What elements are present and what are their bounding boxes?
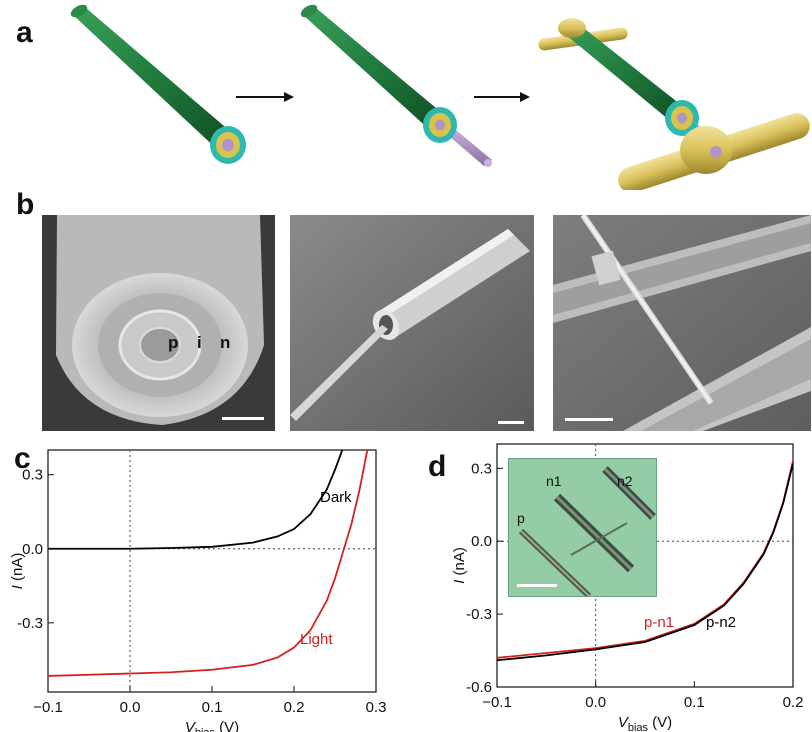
panel-label-c: c (14, 442, 31, 475)
chart-c: −0.1 0.0 0.1 0.2 0.3 -0.3 0.0 0.3 Vbias (V) I (nA… (9, 449, 387, 732)
plot-frame (496, 443, 794, 688)
sem-image-etched-wire (290, 215, 534, 431)
series-label-Light: Light (300, 631, 333, 648)
y-tick-label: -0.6 (466, 679, 492, 696)
nanowire-contacted-step3 (538, 18, 810, 190)
x-tick-label: −0.1 (33, 699, 63, 716)
x-tick-label: 0.2 (783, 694, 804, 711)
x-tick-label: 0.2 (284, 699, 305, 716)
series-line-Dark (48, 450, 344, 550)
series-label-p-n1: p-n1 (644, 614, 674, 631)
scale-bar-3 (565, 418, 613, 421)
y-tick-label: 0.3 (471, 460, 492, 477)
inset-scale-bar (517, 584, 557, 587)
x-tick-label: −0.1 (482, 694, 512, 711)
sem-letter-p: p (168, 333, 179, 352)
plot-frame (47, 449, 377, 693)
series-line-Light (48, 450, 369, 677)
nanowire-etched-step2 (300, 4, 492, 167)
x-tick-label: 0.3 (366, 699, 387, 716)
x-axis-label: Vbias (V) (618, 714, 672, 732)
series-label-p-n2: p-n2 (706, 614, 736, 631)
series-line-p-n2 (497, 463, 793, 662)
y-axis-label: I (nA) (9, 553, 26, 590)
sem-letter-i: i (197, 333, 202, 352)
panel-label-d: d (428, 450, 447, 483)
x-tick-label: 0.0 (120, 699, 141, 716)
panel-label-b: b (16, 188, 35, 221)
panel-label-a: a (16, 16, 33, 49)
sem-image-cross-section: p i n (42, 215, 275, 431)
x-tick-label: 0.1 (202, 699, 223, 716)
x-tick-label: 0.0 (585, 694, 606, 711)
y-tick-label: -0.3 (17, 615, 43, 632)
y-tick-label: -0.3 (466, 606, 492, 623)
y-tick-label: 0.0 (22, 541, 43, 558)
inset-label-n1: n1 (546, 473, 562, 489)
scale-bar-2 (498, 421, 524, 424)
x-axis-label: Vbias (V) (185, 719, 239, 732)
y-tick-label: 0.3 (22, 467, 43, 484)
x-tick-label: 0.1 (684, 694, 705, 711)
nanowire-core-shell-step1 (70, 4, 246, 164)
inset-label-p: p (517, 510, 525, 526)
inset-label-n2: n2 (617, 473, 633, 489)
inset-optical-image: n1 n2 p (508, 458, 657, 597)
sem-letter-n: n (220, 333, 231, 352)
series-label-Dark: Dark (320, 489, 352, 506)
sem-image-device (553, 215, 811, 431)
panel-a-schematic (70, 4, 810, 190)
y-axis-label: I (nA) (451, 547, 468, 584)
scale-bar-1 (222, 417, 264, 420)
y-tick-label: 0.0 (471, 533, 492, 550)
